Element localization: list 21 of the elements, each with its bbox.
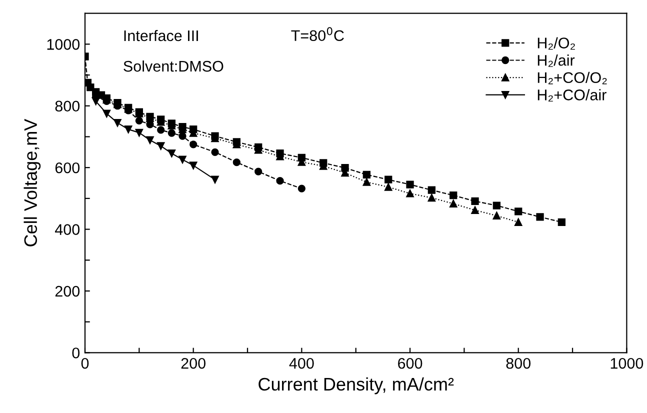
annotation: Solvent:DMSO: [124, 60, 224, 72]
y-tick-label: 1000: [47, 39, 80, 50]
legend-label: H₂+CO/air: [538, 89, 606, 102]
y-tick-label: 0: [72, 348, 80, 358]
x-tick-label: 1000: [610, 358, 644, 369]
legend-label: H₂/air: [538, 54, 575, 67]
annotation: T=80$^{0}$C: [291, 27, 344, 42]
y-tick-label: 400: [55, 224, 80, 235]
x-tick-label: 200: [181, 358, 206, 369]
x-tick-label: 800: [506, 358, 531, 369]
x-tick-label: 600: [398, 358, 422, 369]
y-tick-label: 800: [55, 100, 80, 112]
annotation: Interface III: [124, 30, 198, 42]
y-axis-title: Cell Voltage,mV: [24, 118, 41, 246]
y-tick-label: 600: [55, 162, 80, 174]
legend-label: H₂+CO/O₂: [538, 72, 607, 84]
legend-label: H₂/O₂: [538, 37, 575, 50]
x-tick-label: 400: [289, 358, 314, 369]
x-axis-title: Current Density, mA/cm²: [258, 377, 454, 394]
y-tick-label: 200: [55, 286, 80, 297]
x-tick-label: 0: [81, 358, 89, 369]
